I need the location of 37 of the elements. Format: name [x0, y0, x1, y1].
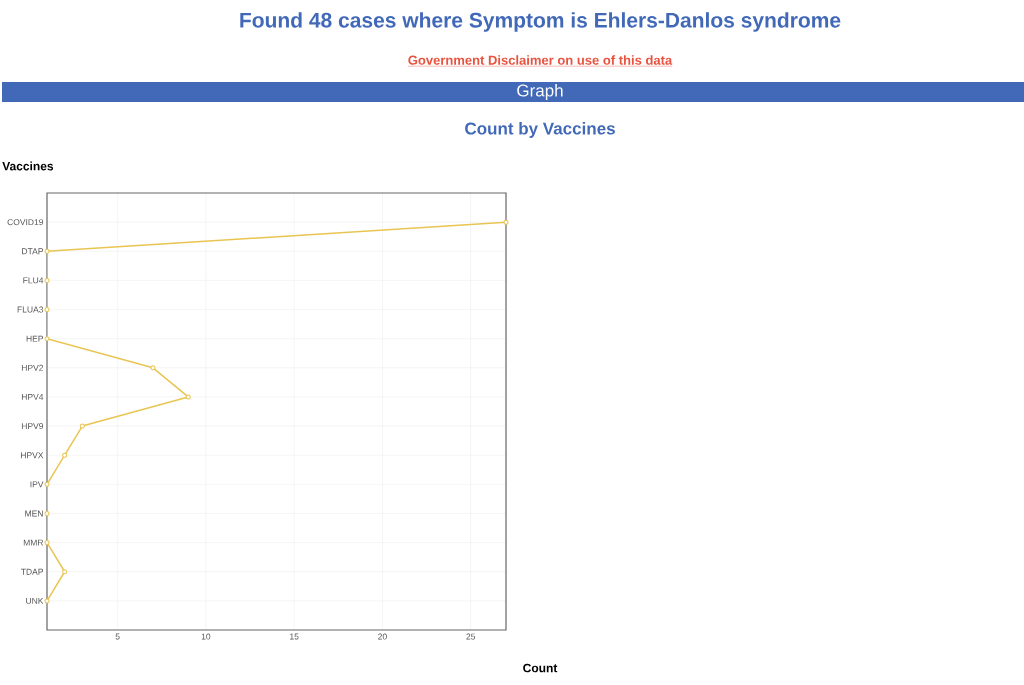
- point: [62, 452, 68, 458]
- x-tick-label: 5: [115, 633, 120, 640]
- y-tick-label: DTAP: [22, 248, 44, 255]
- y-tick-label: HPV2: [21, 364, 44, 371]
- y-tick-label: HPV9: [21, 423, 44, 430]
- point: [44, 277, 50, 283]
- y-tick-label: FLU4: [23, 277, 44, 284]
- y-tick-label: IPV: [30, 481, 44, 488]
- chart-subtitle: Count by Vaccines: [465, 122, 615, 138]
- y-tick-label: UNK: [26, 597, 44, 604]
- y-axis-title: Vaccines: [2, 161, 54, 171]
- y-tick-label: HPV4: [21, 394, 44, 400]
- x-tick-label: 10: [201, 633, 211, 640]
- y-tick-label: MMR: [23, 539, 44, 546]
- point: [503, 219, 509, 225]
- point: [44, 598, 50, 604]
- y-tick-label: COVID19: [7, 219, 44, 226]
- chart-title: Found 48 cases where Symptom is Ehlers-Danlos syndrome: [240, 12, 841, 32]
- text: Government Disclaimer on use of this data: [408, 55, 673, 65]
- point: [44, 307, 50, 313]
- point: [44, 540, 50, 546]
- point: [44, 510, 50, 516]
- point: [62, 569, 68, 575]
- text: Graph: [517, 84, 563, 100]
- y-tick-label: TDAP: [20, 568, 44, 575]
- y-tick-label: HEP: [26, 335, 44, 342]
- point: [44, 336, 50, 342]
- x-tick-label: 20: [378, 633, 387, 640]
- point: [79, 423, 85, 429]
- point: [44, 481, 50, 487]
- x-tick-label: 15: [290, 633, 299, 640]
- point: [44, 248, 50, 254]
- y-tick-label: HPVX: [21, 452, 44, 459]
- y-tick-label: FLUA3: [17, 306, 44, 313]
- y-tick-label: MEN: [25, 510, 43, 517]
- x-axis-title: Count: [523, 663, 558, 673]
- x-tick-label: 25: [466, 633, 476, 640]
